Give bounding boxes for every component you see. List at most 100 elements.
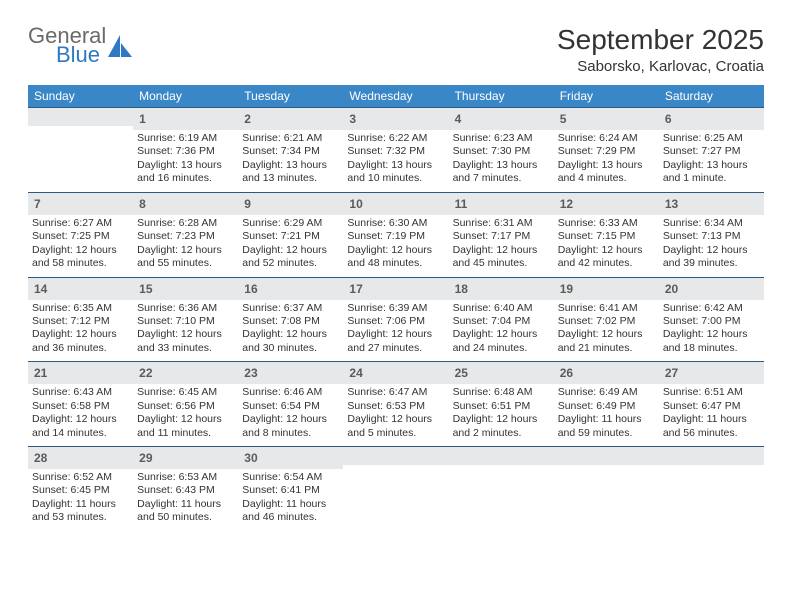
daylight-line: Daylight: 13 hours and 7 minutes. xyxy=(453,159,550,186)
sunset-line: Sunset: 7:12 PM xyxy=(32,315,129,328)
daylight-line: Daylight: 12 hours and 48 minutes. xyxy=(347,244,444,271)
calendar-week: 14Sunrise: 6:35 AMSunset: 7:12 PMDayligh… xyxy=(28,277,764,362)
day-info: Sunrise: 6:47 AMSunset: 6:53 PMDaylight:… xyxy=(347,386,444,440)
daylight-line: Daylight: 12 hours and 27 minutes. xyxy=(347,328,444,355)
day-number: 22 xyxy=(139,366,152,380)
sunset-line: Sunset: 7:23 PM xyxy=(137,230,234,243)
calendar-day: 6Sunrise: 6:25 AMSunset: 7:27 PMDaylight… xyxy=(659,108,764,192)
sunrise-line: Sunrise: 6:52 AM xyxy=(32,471,129,484)
daylight-line: Daylight: 12 hours and 30 minutes. xyxy=(242,328,339,355)
sunset-line: Sunset: 6:41 PM xyxy=(242,484,339,497)
sunrise-line: Sunrise: 6:34 AM xyxy=(663,217,760,230)
day-info: Sunrise: 6:53 AMSunset: 6:43 PMDaylight:… xyxy=(137,471,234,525)
calendar-day: 28Sunrise: 6:52 AMSunset: 6:45 PMDayligh… xyxy=(28,447,133,531)
sunset-line: Sunset: 6:49 PM xyxy=(558,400,655,413)
sunset-line: Sunset: 6:43 PM xyxy=(137,484,234,497)
day-info: Sunrise: 6:28 AMSunset: 7:23 PMDaylight:… xyxy=(137,217,234,271)
daylight-line: Daylight: 12 hours and 52 minutes. xyxy=(242,244,339,271)
daylight-line: Daylight: 12 hours and 21 minutes. xyxy=(558,328,655,355)
calendar-day: 30Sunrise: 6:54 AMSunset: 6:41 PMDayligh… xyxy=(238,447,343,531)
sunrise-line: Sunrise: 6:41 AM xyxy=(558,302,655,315)
daynum-bar: 2 xyxy=(238,108,343,130)
daylight-line: Daylight: 12 hours and 11 minutes. xyxy=(137,413,234,440)
day-info: Sunrise: 6:23 AMSunset: 7:30 PMDaylight:… xyxy=(453,132,550,186)
day-info: Sunrise: 6:30 AMSunset: 7:19 PMDaylight:… xyxy=(347,217,444,271)
sunrise-line: Sunrise: 6:21 AM xyxy=(242,132,339,145)
daylight-line: Daylight: 13 hours and 10 minutes. xyxy=(347,159,444,186)
dow-header: Friday xyxy=(554,85,659,107)
daynum-bar: 13 xyxy=(659,193,764,215)
day-info: Sunrise: 6:45 AMSunset: 6:56 PMDaylight:… xyxy=(137,386,234,440)
daynum-bar: 15 xyxy=(133,278,238,300)
calendar-day: 26Sunrise: 6:49 AMSunset: 6:49 PMDayligh… xyxy=(554,362,659,446)
sunrise-line: Sunrise: 6:35 AM xyxy=(32,302,129,315)
calendar-day: 23Sunrise: 6:46 AMSunset: 6:54 PMDayligh… xyxy=(238,362,343,446)
sunset-line: Sunset: 7:27 PM xyxy=(663,145,760,158)
day-info: Sunrise: 6:21 AMSunset: 7:34 PMDaylight:… xyxy=(242,132,339,186)
dow-header: Sunday xyxy=(28,85,133,107)
calendar-day: 4 Sunrise: 6:23 AMSunset: 7:30 PMDaylight… xyxy=(449,108,554,192)
day-number: 30 xyxy=(244,451,257,465)
daynum-bar xyxy=(554,447,659,465)
calendar-day: 7 Sunrise: 6:27 AMSunset: 7:25 PMDaylight… xyxy=(28,193,133,277)
day-info: Sunrise: 6:35 AMSunset: 7:12 PMDaylight:… xyxy=(32,302,129,356)
daynum-bar: 27 xyxy=(659,362,764,384)
day-info: Sunrise: 6:52 AMSunset: 6:45 PMDaylight:… xyxy=(32,471,129,525)
daynum-bar xyxy=(449,447,554,465)
daynum-bar: 5 xyxy=(554,108,659,130)
daylight-line: Daylight: 11 hours and 46 minutes. xyxy=(242,498,339,525)
calendar-day: 29 Sunrise: 6:53 AMSunset: 6:43 PMDayligh… xyxy=(133,447,238,531)
day-info: Sunrise: 6:19 AMSunset: 7:36 PMDaylight:… xyxy=(137,132,234,186)
sunrise-line: Sunrise: 6:37 AM xyxy=(242,302,339,315)
calendar-day: 10Sunrise: 6:30 AMSunset: 7:19 PMDayligh… xyxy=(343,193,448,277)
sunset-line: Sunset: 6:47 PM xyxy=(663,400,760,413)
day-number: 1 xyxy=(139,112,146,126)
dow-header: Monday xyxy=(133,85,238,107)
daylight-line: Daylight: 12 hours and 24 minutes. xyxy=(453,328,550,355)
sunrise-line: Sunrise: 6:51 AM xyxy=(663,386,760,399)
daynum-bar: 20 xyxy=(659,278,764,300)
sunrise-line: Sunrise: 6:49 AM xyxy=(558,386,655,399)
sunrise-line: Sunrise: 6:27 AM xyxy=(32,217,129,230)
daynum-bar: 23 xyxy=(238,362,343,384)
daylight-line: Daylight: 12 hours and 58 minutes. xyxy=(32,244,129,271)
sunset-line: Sunset: 7:10 PM xyxy=(137,315,234,328)
sunrise-line: Sunrise: 6:30 AM xyxy=(347,217,444,230)
daylight-line: Daylight: 13 hours and 13 minutes. xyxy=(242,159,339,186)
day-info: Sunrise: 6:22 AMSunset: 7:32 PMDaylight:… xyxy=(347,132,444,186)
day-info: Sunrise: 6:41 AMSunset: 7:02 PMDaylight:… xyxy=(558,302,655,356)
sunset-line: Sunset: 7:25 PM xyxy=(32,230,129,243)
daynum-bar: 6 xyxy=(659,108,764,130)
daynum-bar: 28 xyxy=(28,447,133,469)
calendar-day: 16Sunrise: 6:37 AMSunset: 7:08 PMDayligh… xyxy=(238,278,343,362)
calendar-day: 25Sunrise: 6:48 AMSunset: 6:51 PMDayligh… xyxy=(449,362,554,446)
daylight-line: Daylight: 12 hours and 55 minutes. xyxy=(137,244,234,271)
sunset-line: Sunset: 7:21 PM xyxy=(242,230,339,243)
day-number: 17 xyxy=(349,282,362,296)
sunset-line: Sunset: 6:51 PM xyxy=(453,400,550,413)
calendar-day: 22 Sunrise: 6:45 AMSunset: 6:56 PMDayligh… xyxy=(133,362,238,446)
day-number: 9 xyxy=(244,197,251,211)
sunrise-line: Sunrise: 6:53 AM xyxy=(137,471,234,484)
day-info: Sunrise: 6:24 AMSunset: 7:29 PMDaylight:… xyxy=(558,132,655,186)
sunset-line: Sunset: 6:45 PM xyxy=(32,484,129,497)
day-info: Sunrise: 6:37 AMSunset: 7:08 PMDaylight:… xyxy=(242,302,339,356)
day-info: Sunrise: 6:33 AMSunset: 7:15 PMDaylight:… xyxy=(558,217,655,271)
calendar-day: 12 Sunrise: 6:33 AMSunset: 7:15 PMDayligh… xyxy=(554,193,659,277)
calendar-week: 7Sunrise: 6:27 AMSunset: 7:25 PMDaylight… xyxy=(28,192,764,277)
day-info: Sunrise: 6:40 AMSunset: 7:04 PMDaylight:… xyxy=(453,302,550,356)
day-number: 24 xyxy=(349,366,362,380)
day-info: Sunrise: 6:46 AMSunset: 6:54 PMDaylight:… xyxy=(242,386,339,440)
daynum-bar: 7 xyxy=(28,193,133,215)
day-info: Sunrise: 6:48 AMSunset: 6:51 PMDaylight:… xyxy=(453,386,550,440)
day-number: 29 xyxy=(139,451,152,465)
day-number: 4 xyxy=(455,112,462,126)
calendar-day: 9Sunrise: 6:29 AMSunset: 7:21 PMDaylight… xyxy=(238,193,343,277)
calendar-day-empty xyxy=(449,447,554,531)
daylight-line: Daylight: 12 hours and 42 minutes. xyxy=(558,244,655,271)
sunset-line: Sunset: 7:13 PM xyxy=(663,230,760,243)
sunset-line: Sunset: 7:36 PM xyxy=(137,145,234,158)
day-number: 12 xyxy=(560,197,573,211)
day-number: 19 xyxy=(560,282,573,296)
sunrise-line: Sunrise: 6:36 AM xyxy=(137,302,234,315)
